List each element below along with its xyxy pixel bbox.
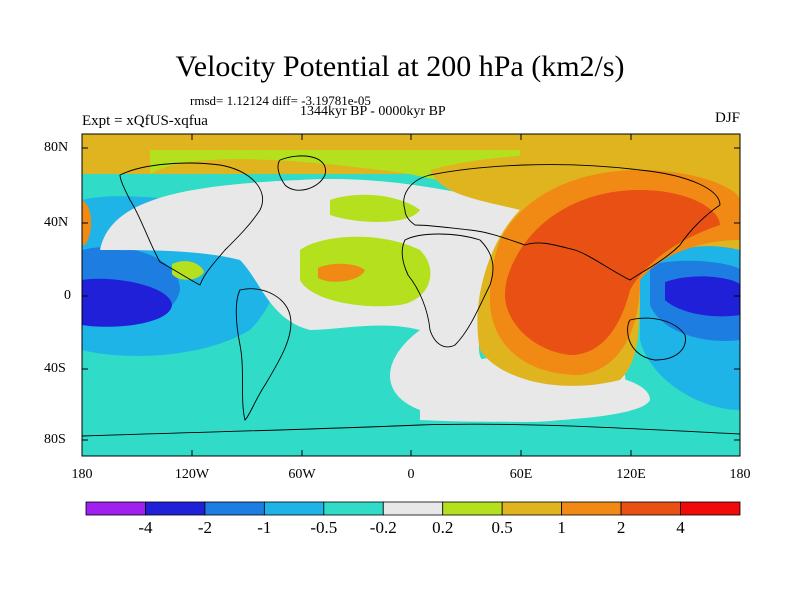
colorbar-tick-label: 0.5 [491,518,513,537]
colorbar-swatch [501,501,563,516]
colorbar-swatch [323,501,384,516]
colorbar-tick-label: 0.2 [432,518,454,537]
y-tick-label: 80N [44,140,69,155]
colorbar-tick-label: -4 [138,518,153,537]
stats-line: rmsd= 1.12124 diff= -3.19781e-05 [190,93,371,108]
colorbar-swatch [85,501,146,516]
x-tick-label: 180 [729,467,751,482]
colorbar-tick-label: -0.5 [310,518,338,537]
colorbar-tick-label: -0.2 [369,518,397,537]
experiment-label: Expt = xQfUS-xqfua [82,113,208,129]
coast-antarctica [82,423,740,437]
field-eurasia-red-core [505,190,720,355]
field-central-pacific-core [82,278,172,327]
field-africa-orange [318,263,365,282]
colorbar-swatch [680,501,741,516]
field-arctic-green [150,150,520,200]
y-tick-label: 0 [64,288,71,303]
x-tick-label: 120E [616,467,646,482]
colorbar-tick-label: 2 [616,518,626,537]
colorbar-tick-label: -1 [257,518,272,537]
colorbar-swatch [204,501,265,516]
x-tick-label: 0 [407,467,415,482]
y-tick-label: 40S [44,361,66,376]
coast-europe-asia [403,164,721,281]
x-tick-label: 60W [288,467,316,482]
coast-south-america [235,288,292,421]
chart-title: Velocity Potential at 200 hPa (km2/s) [175,50,625,83]
colorbar-tick-label: 4 [676,518,685,537]
chart-subtitle: 1344kyr BP - 0000kyr BP [300,104,446,119]
x-tick-label: 60E [509,467,533,482]
coast-greenland [277,155,326,191]
season-label: DJF [714,110,740,126]
coast-australia [627,317,686,361]
colorbar-swatch [145,501,206,516]
field-africa-green [300,236,431,307]
x-tick-label: 120W [174,467,210,482]
y-tick-label: 40N [44,215,69,230]
colorbar [85,501,741,516]
coast-africa [401,233,494,348]
field-mexico-green [172,261,204,280]
colorbar-swatch [561,501,622,516]
field-western-pacific-core [665,276,740,317]
colorbar-swatch [263,501,325,516]
y-tick-label: 80S [44,432,66,447]
colorbar-swatch [442,501,503,516]
colorbar-swatch [382,501,444,516]
coastlines [82,155,740,437]
colorbar-tick-label: 1 [557,518,566,537]
field-eurasia-green [330,194,420,222]
coast-north-america [119,162,264,286]
colorbar-tick-label: -2 [197,518,212,537]
axis-ticks [81,134,741,456]
colorbar-swatch [620,501,681,516]
x-tick-label: 180 [71,467,93,482]
